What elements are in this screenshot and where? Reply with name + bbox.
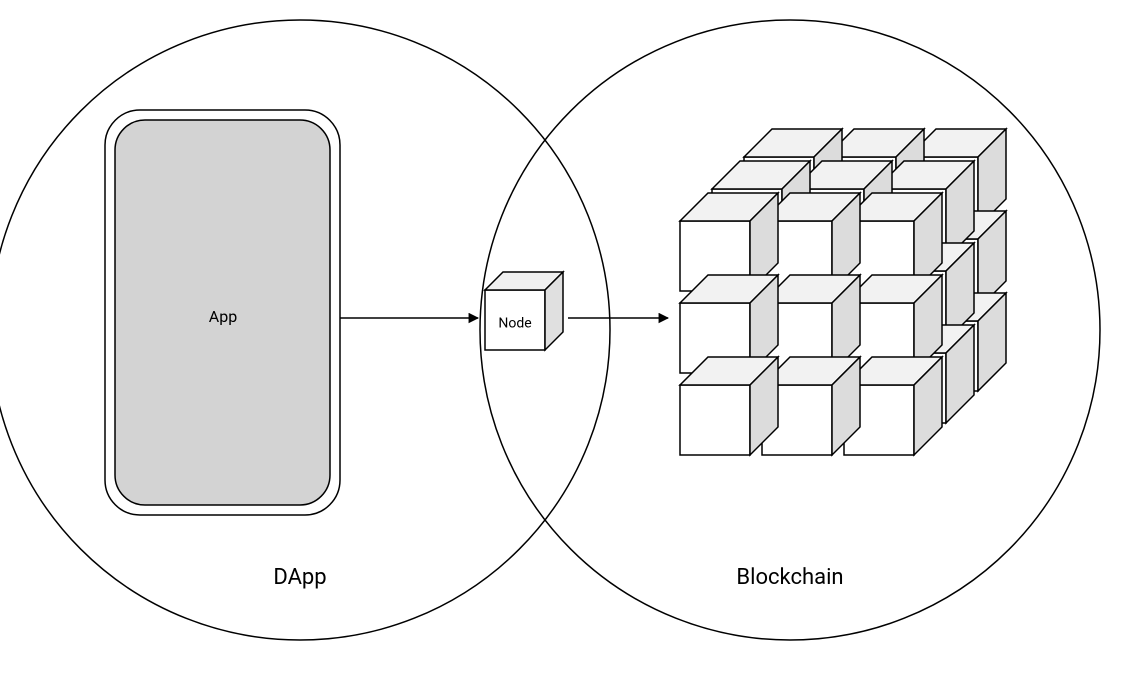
dapp-label: DApp: [273, 565, 326, 590]
blockchain-label: Blockchain: [736, 565, 843, 590]
node-label: Node: [498, 316, 531, 332]
grid-cube-2-2-0-front: [680, 385, 750, 455]
diagram-canvas: App Node DApp Blockchain: [0, 0, 1122, 676]
app-label: App: [209, 307, 237, 326]
